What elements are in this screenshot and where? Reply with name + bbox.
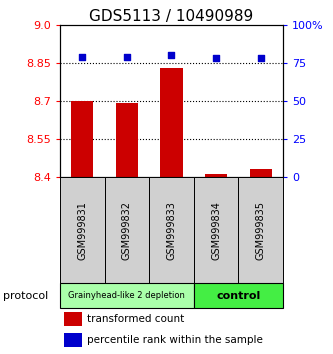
Bar — [238, 177, 283, 283]
Bar — [71, 101, 93, 177]
Text: GSM999835: GSM999835 — [256, 201, 266, 259]
Text: control: control — [216, 291, 260, 301]
Bar — [149, 177, 194, 283]
Bar — [249, 170, 272, 177]
Point — [258, 56, 263, 61]
Bar — [64, 312, 82, 326]
Text: GSM999832: GSM999832 — [122, 201, 132, 259]
Bar — [194, 177, 238, 283]
Text: transformed count: transformed count — [87, 314, 184, 324]
Bar — [64, 333, 82, 347]
Bar — [194, 283, 283, 308]
Text: Grainyhead-like 2 depletion: Grainyhead-like 2 depletion — [69, 291, 185, 300]
Text: GSM999831: GSM999831 — [77, 201, 87, 259]
Text: percentile rank within the sample: percentile rank within the sample — [87, 335, 263, 345]
Bar — [105, 177, 149, 283]
Bar — [205, 175, 227, 177]
Bar — [60, 177, 105, 283]
Bar — [60, 283, 194, 308]
Bar — [116, 103, 138, 177]
Title: GDS5113 / 10490989: GDS5113 / 10490989 — [89, 8, 254, 24]
Point — [124, 54, 130, 59]
Point — [169, 52, 174, 58]
Text: protocol: protocol — [3, 291, 49, 301]
Point — [213, 56, 219, 61]
Bar — [161, 68, 182, 177]
Text: GSM999833: GSM999833 — [166, 201, 176, 259]
Point — [80, 54, 85, 59]
Text: GSM999834: GSM999834 — [211, 201, 221, 259]
